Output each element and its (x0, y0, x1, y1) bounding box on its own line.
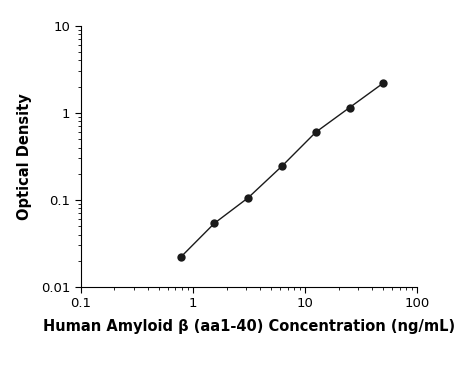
X-axis label: Human Amyloid β (aa1-40) Concentration (ng/mL): Human Amyloid β (aa1-40) Concentration (… (43, 319, 455, 334)
Y-axis label: Optical Density: Optical Density (18, 93, 32, 220)
